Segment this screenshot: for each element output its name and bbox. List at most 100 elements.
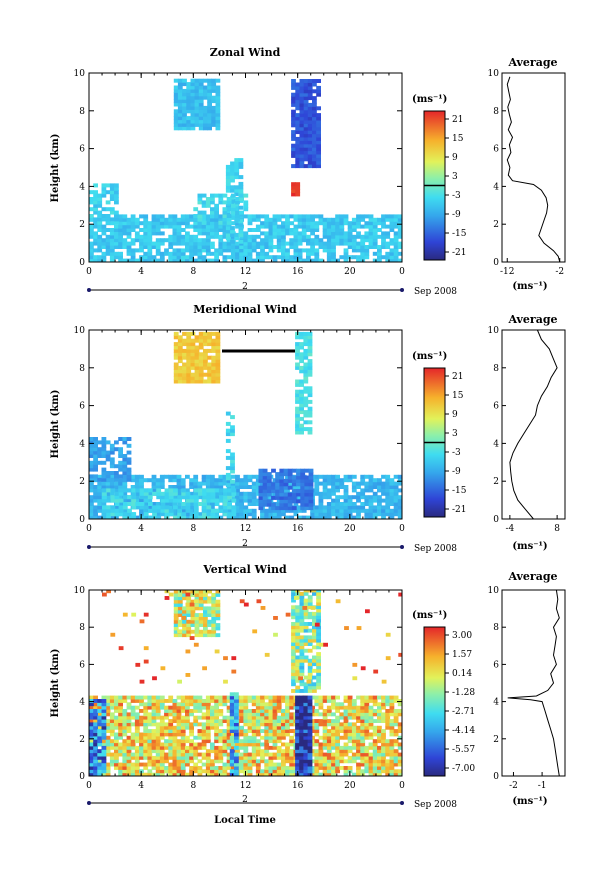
heatmap-cell (304, 622, 309, 626)
heatmap-cell (385, 709, 390, 713)
heatmap-cell (323, 739, 328, 743)
average-y-tick-label: 4 (493, 182, 499, 192)
heatmap-cell (110, 733, 115, 737)
heatmap-cell (344, 485, 349, 489)
heatmap-cell (203, 627, 208, 631)
heatmap-cell (89, 766, 94, 770)
heatmap-cell (110, 505, 115, 509)
heatmap-cell (210, 475, 215, 479)
heatmap-cell (381, 214, 386, 218)
heatmap-cell (102, 447, 107, 451)
heatmap-cell (295, 696, 300, 700)
heatmap-cell (327, 706, 332, 710)
heatmap-cell (260, 252, 265, 256)
heatmap-cell (231, 475, 236, 479)
heatmap-cell (230, 759, 235, 763)
heatmap-cell (143, 726, 148, 730)
heatmap-cell (127, 488, 132, 492)
heatmap-cell (285, 753, 290, 757)
heatmap-cell (127, 712, 132, 716)
heatmap-cell (152, 214, 157, 218)
heatmap-cell (139, 478, 144, 482)
heatmap-cell (291, 147, 296, 151)
heatmap-cell (385, 726, 390, 730)
heatmap-cell (165, 505, 170, 509)
heatmap-cell (335, 766, 340, 770)
heatmap-cell (218, 478, 223, 482)
heatmap-cell (289, 228, 294, 232)
average-y-tick-label: 2 (493, 477, 499, 487)
heatmap-cell (260, 712, 265, 716)
heatmap-cell (147, 478, 152, 482)
heatmap-cell (127, 753, 132, 757)
colorbar-tick-label: 9 (452, 153, 458, 163)
heatmap-cell (110, 235, 115, 239)
heatmap-cell (118, 719, 123, 723)
heatmap-cell (348, 766, 353, 770)
heatmap-cell (256, 696, 261, 700)
heatmap-cell (231, 204, 236, 208)
heatmap-cell (360, 753, 365, 757)
heatmap-cell (202, 214, 207, 218)
heatmap-cell (185, 225, 190, 229)
heatmap-cell (178, 373, 183, 377)
heatmap-cell (198, 722, 203, 726)
colorbar-tick-label: -9 (452, 467, 461, 477)
heatmap-cell (373, 218, 378, 222)
heatmap-cell (191, 373, 196, 377)
heatmap-cell (356, 482, 361, 486)
heatmap-cell (356, 225, 361, 229)
heatmap-cell (264, 252, 269, 256)
heatmap-cell (164, 225, 169, 229)
heatmap-cell (135, 699, 140, 703)
heatmap-cell (243, 753, 248, 757)
heatmap-cell (298, 225, 303, 229)
heatmap-cell (164, 248, 169, 252)
heatmap-cell (186, 339, 191, 343)
heatmap-cell (206, 726, 211, 730)
x-tick-label: 0 (86, 524, 92, 534)
heatmap-cell (234, 233, 239, 237)
heatmap-cell (360, 225, 365, 229)
heatmap-cell (377, 495, 382, 499)
heatmap-cell (97, 255, 102, 259)
heatmap-cell (147, 699, 152, 703)
heatmap-cell (360, 739, 365, 743)
heatmap-cell (143, 702, 148, 706)
heatmap-cell (314, 712, 319, 716)
heatmap-cell (219, 505, 224, 509)
heatmap-cell (319, 759, 324, 763)
heatmap-cell (304, 635, 309, 639)
heatmap-cell (168, 242, 173, 246)
heatmap-cell (223, 699, 228, 703)
heatmap-cell (223, 242, 228, 246)
heatmap-cell (195, 79, 200, 83)
heatmap-cell (299, 739, 304, 743)
heatmap-cell (93, 485, 98, 489)
heatmap-cell (174, 342, 179, 346)
heatmap-cell (110, 217, 115, 221)
heatmap-cell (164, 766, 169, 770)
heatmap-cell (122, 475, 127, 479)
heatmap-cell (193, 743, 198, 747)
heatmap-cell (216, 633, 221, 637)
heatmap-cell (199, 339, 204, 343)
heatmap-cell (295, 424, 300, 428)
heatmap-cell (131, 478, 136, 482)
heatmap-cell (177, 248, 182, 252)
average-frame (502, 73, 565, 262)
heatmap-cell (230, 429, 235, 433)
heatmap-cell (394, 769, 399, 773)
heatmap-cell (139, 733, 144, 737)
heatmap-cell (348, 756, 353, 760)
heatmap-cell (110, 746, 115, 750)
heatmap-cell (135, 759, 140, 763)
heatmap-cell (93, 699, 98, 703)
heatmap-cell (118, 766, 123, 770)
heatmap-cell (143, 763, 148, 767)
heatmap-cell (316, 79, 321, 83)
heatmap-cell (227, 488, 232, 492)
heatmap-cell (114, 733, 119, 737)
heatmap-cell (152, 712, 157, 716)
heatmap-cell (252, 242, 257, 246)
